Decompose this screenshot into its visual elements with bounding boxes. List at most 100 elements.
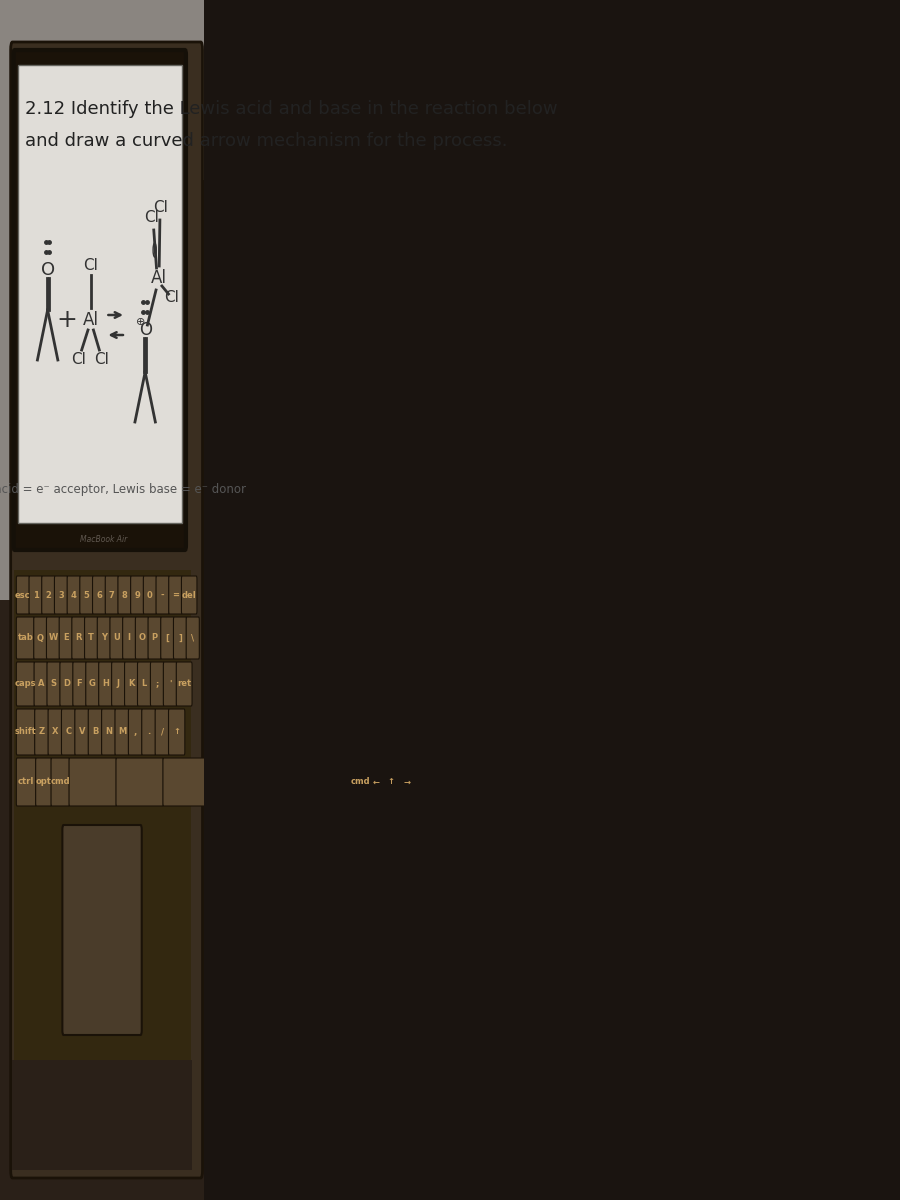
Text: Cl: Cl (145, 210, 159, 226)
Text: B: B (92, 727, 98, 737)
Bar (18, 65, 182, 523)
Text: →: → (403, 778, 410, 786)
Text: 6: 6 (96, 590, 102, 600)
FancyBboxPatch shape (168, 709, 184, 755)
FancyBboxPatch shape (304, 758, 351, 806)
Text: M: M (118, 727, 126, 737)
FancyBboxPatch shape (54, 576, 68, 614)
Text: Cl: Cl (94, 353, 110, 367)
Text: /: / (160, 727, 164, 737)
FancyBboxPatch shape (72, 617, 85, 659)
Bar (0, 0, 16, 600)
Text: K: K (128, 679, 134, 689)
Text: -: - (161, 590, 165, 600)
FancyBboxPatch shape (124, 662, 138, 706)
Text: S: S (50, 679, 57, 689)
Text: U: U (113, 634, 120, 642)
FancyBboxPatch shape (148, 617, 161, 659)
Text: V: V (78, 727, 85, 737)
Text: shift: shift (15, 727, 37, 737)
Text: Al: Al (151, 269, 166, 287)
FancyBboxPatch shape (99, 662, 112, 706)
FancyBboxPatch shape (143, 576, 157, 614)
Text: 5: 5 (84, 590, 89, 600)
FancyBboxPatch shape (116, 758, 164, 806)
FancyBboxPatch shape (86, 662, 99, 706)
FancyBboxPatch shape (118, 576, 131, 614)
FancyBboxPatch shape (122, 617, 136, 659)
Text: A: A (38, 679, 44, 689)
Text: esc: esc (15, 590, 31, 600)
FancyBboxPatch shape (14, 50, 186, 550)
Text: Cl: Cl (153, 200, 168, 216)
Bar (0, 0, 204, 180)
FancyBboxPatch shape (176, 662, 192, 706)
Text: 7: 7 (109, 590, 114, 600)
Text: Cl: Cl (71, 353, 86, 367)
Text: W: W (49, 634, 58, 642)
Text: del: del (182, 590, 196, 600)
Text: Cl: Cl (164, 290, 179, 306)
Text: ↑: ↑ (388, 778, 395, 786)
FancyBboxPatch shape (36, 758, 51, 806)
FancyBboxPatch shape (105, 576, 119, 614)
FancyBboxPatch shape (168, 576, 182, 614)
Bar (14, 570, 191, 1070)
Text: \: \ (191, 634, 194, 642)
Text: 1: 1 (32, 590, 39, 600)
Text: Al: Al (83, 311, 99, 329)
Text: Q: Q (37, 634, 44, 642)
FancyBboxPatch shape (130, 576, 144, 614)
FancyBboxPatch shape (68, 576, 80, 614)
Text: X: X (51, 727, 59, 737)
Text: tab: tab (17, 634, 33, 642)
FancyBboxPatch shape (129, 709, 142, 755)
Text: 2.12 Identify the Lewis acid and base in the reaction below: 2.12 Identify the Lewis acid and base in… (25, 100, 558, 118)
Text: I: I (128, 634, 130, 642)
FancyBboxPatch shape (16, 617, 34, 659)
Text: 8: 8 (122, 590, 128, 600)
Text: O: O (40, 260, 55, 278)
Text: F: F (76, 679, 82, 689)
Text: cmd: cmd (350, 778, 370, 786)
FancyBboxPatch shape (16, 576, 30, 614)
FancyBboxPatch shape (47, 662, 60, 706)
Text: 2: 2 (45, 590, 51, 600)
Text: cmd: cmd (50, 778, 70, 786)
Text: Z: Z (39, 727, 45, 737)
Text: .: . (147, 727, 150, 737)
Text: ': ' (169, 679, 171, 689)
FancyBboxPatch shape (163, 758, 211, 806)
Text: 0: 0 (147, 590, 153, 600)
FancyBboxPatch shape (75, 709, 89, 755)
FancyBboxPatch shape (69, 758, 116, 806)
Text: and draw a curved arrow mechanism for the process.: and draw a curved arrow mechanism for th… (25, 132, 508, 150)
FancyBboxPatch shape (138, 662, 151, 706)
Text: Cl: Cl (84, 258, 98, 272)
FancyBboxPatch shape (400, 758, 414, 806)
FancyBboxPatch shape (161, 617, 174, 659)
FancyBboxPatch shape (16, 758, 36, 806)
Text: caps: caps (14, 679, 36, 689)
FancyBboxPatch shape (34, 662, 48, 706)
FancyBboxPatch shape (141, 709, 156, 755)
FancyBboxPatch shape (80, 576, 93, 614)
Text: 4: 4 (71, 590, 76, 600)
Text: O: O (139, 320, 151, 338)
Text: ctrl: ctrl (18, 778, 34, 786)
Text: ]: ] (178, 634, 182, 642)
FancyBboxPatch shape (110, 617, 123, 659)
FancyBboxPatch shape (85, 617, 98, 659)
FancyBboxPatch shape (102, 709, 115, 755)
Text: P: P (151, 634, 158, 642)
FancyBboxPatch shape (62, 826, 141, 1034)
FancyBboxPatch shape (256, 758, 304, 806)
FancyBboxPatch shape (174, 617, 186, 659)
FancyBboxPatch shape (48, 709, 62, 755)
Text: O: O (139, 634, 146, 642)
Text: J: J (117, 679, 120, 689)
FancyBboxPatch shape (29, 576, 42, 614)
Text: C: C (66, 727, 71, 737)
FancyBboxPatch shape (112, 662, 125, 706)
FancyBboxPatch shape (97, 617, 111, 659)
